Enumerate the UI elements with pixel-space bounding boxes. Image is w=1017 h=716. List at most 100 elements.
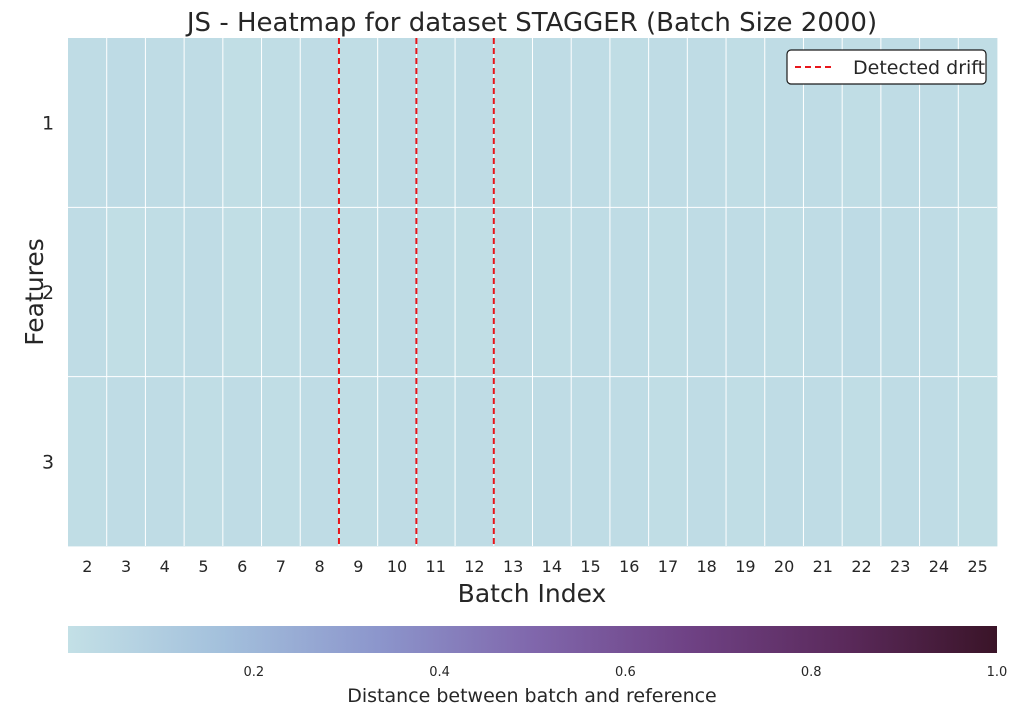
x-tick-labels: 2 3 4 5 6 7 8 9 10 11 12 13 14 15 16 17 18 19 20 21 22 23 24 25 — [82, 557, 988, 576]
heatmap-cell — [571, 376, 611, 547]
x-tick-label: 13 — [503, 557, 523, 576]
colorbar-tick-label: 0.8 — [801, 665, 822, 680]
x-tick-label: 21 — [813, 557, 833, 576]
colorbar-ticks: 0.2 0.4 0.6 0.8 1.0 — [243, 665, 1007, 680]
heatmap-cell — [184, 207, 224, 378]
heatmap-cell — [416, 207, 456, 378]
heatmap-cell — [532, 376, 572, 547]
heatmap-cell — [300, 207, 340, 378]
colorbar-tick-label: 0.6 — [615, 665, 636, 680]
heatmap-cell — [532, 38, 572, 208]
heatmap-cell — [726, 207, 766, 378]
heatmap-cell — [416, 376, 456, 547]
heatmap-cell — [261, 38, 301, 208]
heatmap-cell — [68, 207, 108, 378]
x-tick-label: 3 — [121, 557, 131, 576]
heatmap-cell — [222, 38, 262, 208]
legend: Detected drift — [786, 49, 987, 85]
x-tick-label: 23 — [890, 557, 910, 576]
heatmap-cell — [764, 207, 804, 378]
legend-label: Detected drift — [853, 57, 985, 79]
heatmap-cell — [338, 207, 379, 378]
y-tick-labels: 1 2 3 — [42, 113, 54, 474]
x-tick-label: 11 — [426, 557, 446, 576]
heatmap-cell — [106, 38, 146, 208]
x-tick-label: 12 — [464, 557, 484, 576]
x-tick-label: 10 — [387, 557, 407, 576]
heatmap-cell — [377, 38, 417, 208]
heatmap-cell — [106, 207, 146, 378]
y-tick-label: 1 — [42, 113, 54, 135]
heatmap-cell — [377, 207, 417, 378]
x-tick-label: 22 — [851, 557, 871, 576]
heatmap-cell — [919, 376, 959, 547]
heatmap-cell — [803, 376, 843, 547]
heatmap-cell — [261, 376, 301, 547]
heatmap-cell — [145, 207, 185, 378]
heatmap-cell — [106, 376, 146, 547]
x-tick-label: 18 — [697, 557, 717, 576]
heatmap-cell — [880, 207, 920, 378]
colorbar-tick-label: 0.4 — [429, 665, 450, 680]
y-tick-label: 3 — [42, 451, 54, 473]
heatmap-cell — [455, 38, 495, 208]
heatmap-cell — [609, 38, 650, 208]
heatmap-cell — [958, 207, 998, 378]
x-tick-label: 15 — [580, 557, 600, 576]
x-tick-label: 14 — [542, 557, 562, 576]
heatmap-cell — [726, 376, 766, 547]
heatmap-cell — [338, 376, 379, 547]
heatmap-cell — [571, 207, 611, 378]
heatmap-cell — [145, 38, 185, 208]
heatmap-cell — [648, 376, 688, 547]
x-tick-label: 16 — [619, 557, 639, 576]
heatmap-cell — [609, 207, 650, 378]
heatmap-cell — [687, 38, 727, 208]
x-tick-label: 25 — [967, 557, 987, 576]
colorbar-tick-label: 0.2 — [243, 665, 264, 680]
colorbar-tick-label: 1.0 — [987, 665, 1008, 680]
heatmap-cell — [687, 207, 727, 378]
heatmap-cell — [726, 38, 766, 208]
heatmap-cell — [958, 376, 998, 547]
heatmap-cell — [68, 38, 108, 208]
heatmap-cell — [880, 376, 920, 547]
x-tick-label: 7 — [276, 557, 286, 576]
x-tick-label: 8 — [315, 557, 325, 576]
heatmap-cell — [416, 38, 456, 208]
chart-title: JS - Heatmap for dataset STAGGER (Batch … — [185, 8, 877, 38]
heatmap-cell — [803, 207, 843, 378]
heatmap-cell — [68, 376, 108, 547]
heatmap-cell — [493, 376, 533, 547]
colorbar-label: Distance between batch and reference — [347, 685, 717, 707]
x-tick-label: 5 — [198, 557, 208, 576]
heatmap-cell — [455, 207, 495, 378]
heatmap-cell — [842, 207, 882, 378]
drift-lines — [337, 38, 495, 546]
heatmap-cell — [532, 207, 572, 378]
y-tick-label: 2 — [42, 282, 54, 304]
heatmap-cell — [145, 376, 185, 547]
heatmap-cell — [184, 38, 224, 208]
heatmap-cell — [261, 207, 301, 378]
heatmap-cell — [222, 207, 262, 378]
heatmap-cell — [455, 376, 495, 547]
heatmap-cell — [222, 376, 262, 547]
heatmap-cell — [687, 376, 727, 547]
x-tick-label: 6 — [237, 557, 247, 576]
x-tick-label: 4 — [160, 557, 170, 576]
heatmap-cell — [338, 38, 379, 208]
heatmap-cell — [571, 38, 611, 208]
heatmap-cell — [919, 207, 959, 378]
heatmap-cells — [68, 38, 998, 547]
y-axis-label: Features — [20, 238, 49, 346]
heatmap-cell — [493, 207, 533, 378]
heatmap-cell — [764, 376, 804, 547]
heatmap-cell — [300, 38, 340, 208]
heatmap-cell — [648, 38, 688, 208]
x-axis-label: Batch Index — [458, 579, 607, 608]
x-tick-label: 2 — [82, 557, 92, 576]
heatmap-cell — [377, 376, 417, 547]
heatmap-cell — [184, 376, 224, 547]
